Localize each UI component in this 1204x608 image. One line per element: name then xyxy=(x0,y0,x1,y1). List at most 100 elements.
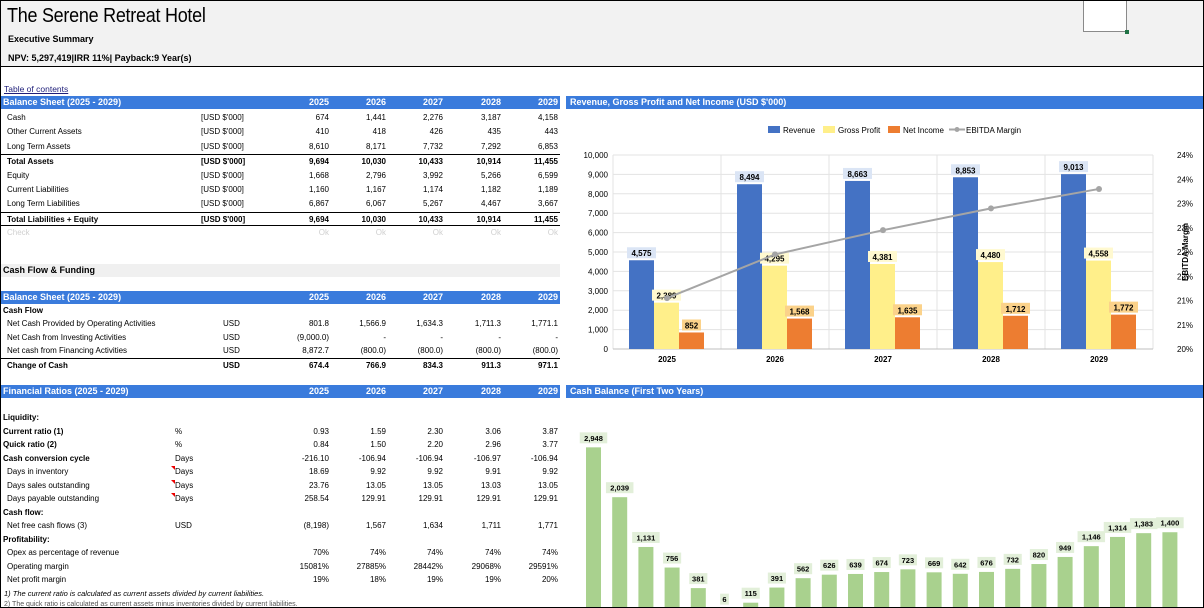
cell-value[interactable]: 8,872.7 xyxy=(302,346,329,356)
cell-value[interactable]: 1,771 xyxy=(537,521,558,530)
cell-value[interactable]: 10,030 xyxy=(361,214,386,224)
cell-value[interactable]: -106.94 xyxy=(358,453,386,463)
cell-value[interactable]: - xyxy=(498,332,501,342)
cell-value[interactable]: 6,853 xyxy=(537,141,558,151)
cell-value[interactable]: 74% xyxy=(541,548,558,557)
cell-value[interactable]: 3,187 xyxy=(480,113,501,122)
cell-value[interactable]: 1,160 xyxy=(308,185,329,194)
cell-value[interactable]: 801.8 xyxy=(308,319,329,328)
cell-value[interactable]: 6,599 xyxy=(537,170,558,180)
cell-value[interactable]: 29591% xyxy=(528,561,558,571)
cell-value[interactable]: 1,441 xyxy=(365,113,386,122)
cell-value[interactable]: 418 xyxy=(372,127,386,137)
cell-value[interactable]: 11,455 xyxy=(533,214,558,224)
cell-value[interactable]: 13.05 xyxy=(422,480,443,490)
cell-value[interactable]: 4,158 xyxy=(537,113,558,122)
cell-value[interactable]: 9,694 xyxy=(308,157,329,167)
selected-cell-box[interactable] xyxy=(1083,1,1129,34)
cell-value[interactable]: 1,182 xyxy=(480,185,501,194)
cell-value[interactable]: 9.92 xyxy=(542,467,558,476)
cell-value[interactable]: 3,992 xyxy=(422,170,443,180)
cell-value[interactable]: Ok xyxy=(432,228,443,238)
cell-value[interactable]: 1,711.3 xyxy=(474,319,501,328)
cell-value[interactable]: 435 xyxy=(487,127,501,137)
comment-indicator-icon[interactable] xyxy=(171,479,175,484)
cell-value[interactable]: -216.10 xyxy=(301,453,329,463)
cell-value[interactable]: 9.91 xyxy=(485,467,501,476)
cell-value[interactable]: 129.91 xyxy=(476,494,501,503)
cell-value[interactable]: 410 xyxy=(315,127,329,137)
cell-value[interactable]: 10,433 xyxy=(418,157,443,167)
comment-indicator-icon[interactable] xyxy=(171,466,175,470)
cell-value[interactable]: 1,668 xyxy=(308,170,329,180)
cell-value[interactable]: 74% xyxy=(484,548,501,557)
cell-value[interactable]: Ok xyxy=(547,228,558,238)
cell-value[interactable]: -106.97 xyxy=(473,453,501,463)
cell-value[interactable]: 8,610 xyxy=(308,141,329,151)
cell-value[interactable]: 19% xyxy=(312,575,329,584)
cell-value[interactable]: 766.9 xyxy=(365,360,386,370)
cell-value[interactable]: 3.87 xyxy=(542,426,558,436)
cell-value[interactable]: 129.91 xyxy=(418,494,443,503)
cell-value[interactable]: 1,771.1 xyxy=(531,319,558,328)
cell-value[interactable]: - xyxy=(440,332,443,342)
cell-value[interactable]: (800.0) xyxy=(532,346,558,356)
cell-value[interactable]: 1,634.3 xyxy=(416,319,443,328)
cell-value[interactable]: 971.1 xyxy=(537,360,558,370)
cell-value[interactable]: 1,567 xyxy=(365,521,386,530)
cell-value[interactable]: 443 xyxy=(544,127,558,137)
cell-value[interactable]: 20% xyxy=(541,575,558,584)
cell-value[interactable]: 70% xyxy=(312,548,329,557)
cell-value[interactable]: -106.94 xyxy=(415,453,443,463)
cell-value[interactable]: 23.76 xyxy=(308,480,329,490)
cell-value[interactable]: 1,174 xyxy=(422,185,443,194)
cell-value[interactable]: 258.54 xyxy=(304,494,329,503)
cell-value[interactable]: 1,711 xyxy=(481,521,501,530)
cell-value[interactable]: 2.20 xyxy=(427,440,443,449)
cell-value[interactable]: (800.0) xyxy=(360,346,386,356)
cell-value[interactable]: Ok xyxy=(490,228,501,238)
cell-value[interactable]: 10,914 xyxy=(476,157,501,167)
cell-value[interactable]: -106.94 xyxy=(530,453,558,463)
cell-value[interactable]: 1,566.9 xyxy=(359,319,386,328)
cell-value[interactable]: 674 xyxy=(315,113,329,122)
cell-value[interactable]: 2.96 xyxy=(485,440,501,449)
cell-value[interactable]: 129.91 xyxy=(533,494,558,503)
cell-value[interactable]: 7,292 xyxy=(480,141,501,151)
cell-value[interactable]: 18% xyxy=(369,575,386,584)
cell-value[interactable]: 13.03 xyxy=(480,480,501,490)
cell-value[interactable]: 10,030 xyxy=(361,157,386,167)
cell-value[interactable]: 3,667 xyxy=(537,199,558,209)
cell-value[interactable]: 1.59 xyxy=(370,426,386,436)
cell-value[interactable]: 9.92 xyxy=(427,467,443,476)
cell-value[interactable]: 834.3 xyxy=(422,360,443,370)
cell-value[interactable]: 28442% xyxy=(413,561,443,571)
cell-value[interactable]: 5,267 xyxy=(422,199,443,209)
cell-value[interactable]: 74% xyxy=(426,548,443,557)
cell-value[interactable]: 1,189 xyxy=(537,185,558,194)
cell-value[interactable]: 2,276 xyxy=(422,113,443,122)
cell-value[interactable]: 4,467 xyxy=(480,199,501,209)
cell-value[interactable]: 11,455 xyxy=(533,157,558,167)
cell-value[interactable]: 3.06 xyxy=(485,426,501,436)
cell-value[interactable]: 3.77 xyxy=(542,440,558,449)
cell-value[interactable]: (800.0) xyxy=(417,346,443,356)
cell-value[interactable]: 7,732 xyxy=(422,141,443,151)
cell-value[interactable]: 2.30 xyxy=(427,426,443,436)
cell-value[interactable]: 8,171 xyxy=(365,141,386,151)
cell-value[interactable]: (8,198) xyxy=(303,521,329,530)
cell-value[interactable]: 129.91 xyxy=(361,494,386,503)
comment-indicator-icon[interactable] xyxy=(171,493,175,497)
cell-value[interactable]: 9.92 xyxy=(370,467,386,476)
cell-value[interactable]: 27885% xyxy=(356,561,386,571)
cell-value[interactable]: 1,167 xyxy=(365,185,386,194)
cell-value[interactable]: - xyxy=(383,332,386,342)
cell-value[interactable]: 19% xyxy=(484,575,501,584)
cell-value[interactable]: 674.4 xyxy=(308,360,329,370)
cell-value[interactable]: 5,266 xyxy=(480,170,501,180)
cell-value[interactable]: 426 xyxy=(429,127,443,137)
cell-value[interactable]: - xyxy=(555,332,558,342)
table-of-contents-link[interactable]: Table of contents xyxy=(4,84,69,94)
cell-value[interactable]: 1,634 xyxy=(422,521,443,530)
cell-value[interactable]: Ok xyxy=(375,228,386,238)
